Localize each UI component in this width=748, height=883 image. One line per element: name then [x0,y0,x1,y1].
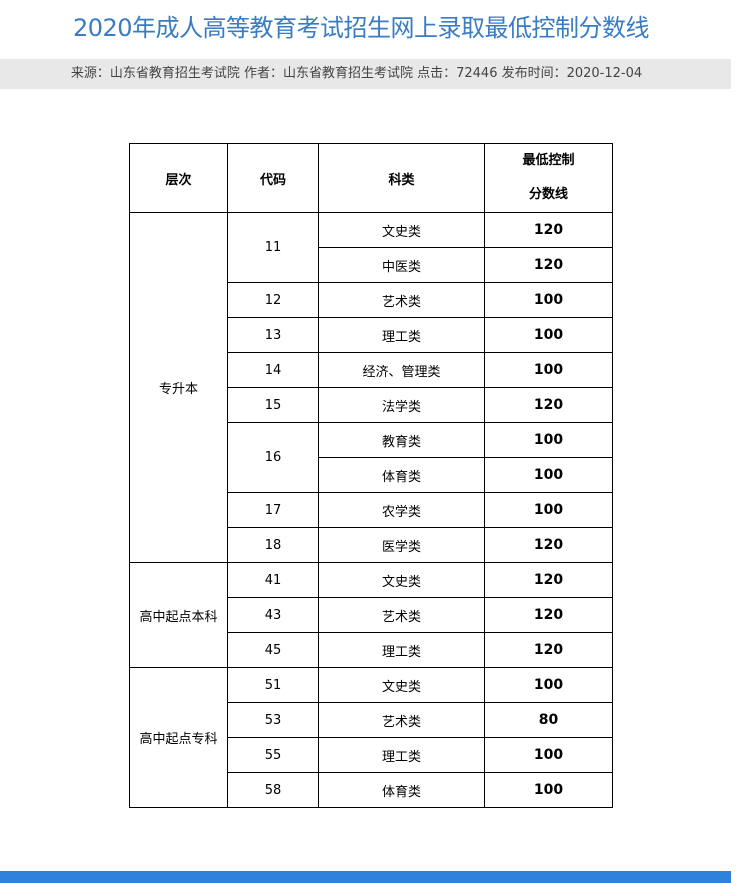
code-cell: 45 [227,632,319,668]
score-cell: 120 [484,562,613,598]
score-cell: 120 [484,632,613,668]
table-row: 14 经济、管理类 100 [130,352,613,388]
code-cell: 51 [227,667,319,703]
subject-cell: 医学类 [318,527,485,563]
subject-cell: 中医类 [318,247,485,283]
table-row: 17 农学类 100 [130,492,613,528]
score-cell: 120 [484,387,613,423]
score-cell: 100 [484,457,613,493]
subject-cell: 艺术类 [318,282,485,318]
code-cell: 41 [227,562,319,598]
table-row: 16 教育类 100 [130,422,613,493]
score-cell: 120 [484,247,613,283]
score-cell: 100 [484,737,613,773]
subject-cell: 理工类 [318,632,485,668]
score-cell: 120 [484,212,613,248]
code-cell: 14 [227,352,319,388]
table-row: 13 理工类 100 [130,317,613,353]
code-cell: 17 [227,492,319,528]
score-cell: 120 [484,527,613,563]
footer-bar [0,871,731,883]
subject-cell: 理工类 [318,317,485,353]
header-level: 层次 [129,143,228,213]
code-cell: 55 [227,737,319,773]
table-row: 高中起点专科 51 文史类 100 [129,667,613,808]
code-cell: 15 [227,387,319,423]
subject-cell: 经济、管理类 [318,352,485,388]
subject-cell: 法学类 [318,387,485,423]
code-cell: 13 [227,317,319,353]
score-cell: 100 [484,422,613,458]
subject-cell: 体育类 [318,457,485,493]
table-row: 15 法学类 120 [130,387,613,423]
level-cell: 专升本 [129,212,228,563]
header-subject: 科类 [318,143,485,213]
table-header-row: 层次 代码 科类 最低控制 分数线 [129,143,613,213]
header-score-line1: 最低控制 [522,153,575,168]
subject-cell: 文史类 [318,212,485,248]
score-table: 层次 代码 科类 最低控制 分数线 专升本 11 文史类 120 中医类 120 12 艺术类… [129,143,613,808]
score-cell: 100 [484,667,613,703]
score-cell: 120 [484,597,613,633]
code-cell: 18 [227,527,319,563]
code-cell: 16 [227,422,319,493]
table-row: 中医类 120 [130,247,613,283]
table-row: 43 艺术类 120 [130,597,613,633]
code-cell: 58 [227,772,319,808]
level-cell: 高中起点专科 [129,667,228,808]
table-row: 12 艺术类 100 [130,282,613,318]
score-cell: 100 [484,317,613,353]
score-cell: 100 [484,282,613,318]
header-code: 代码 [227,143,319,213]
header-score-line2: 分数线 [528,187,568,202]
header-score: 最低控制 分数线 [484,143,613,213]
code-cell: 11 [227,212,319,283]
subject-cell: 理工类 [318,737,485,773]
score-cell: 100 [484,352,613,388]
table-row: 专升本 11 文史类 120 [129,212,613,563]
subject-cell: 体育类 [318,772,485,808]
subject-cell: 农学类 [318,492,485,528]
score-cell: 100 [484,772,613,808]
code-cell: 53 [227,702,319,738]
subject-cell: 教育类 [318,422,485,458]
level-cell: 高中起点本科 [129,562,228,668]
table-row: 45 理工类 120 [130,632,613,668]
subject-cell: 文史类 [318,667,485,703]
article-meta: 来源：山东省教育招生考试院 作者：山东省教育招生考试院 点击：72446 发布时… [0,59,731,89]
table-row: 58 体育类 100 [130,772,613,808]
table-row: 高中起点本科 41 文史类 120 [129,562,613,668]
subject-cell: 艺术类 [318,597,485,633]
subject-cell: 文史类 [318,562,485,598]
subject-cell: 艺术类 [318,702,485,738]
score-cell: 80 [484,702,613,738]
score-cell: 100 [484,492,613,528]
table-row: 18 医学类 120 [130,527,613,563]
page-title: 2020年成人高等教育考试招生网上录取最低控制分数线 [72,14,650,42]
table-row: 53 艺术类 80 [130,702,613,738]
code-cell: 43 [227,597,319,633]
code-cell: 12 [227,282,319,318]
